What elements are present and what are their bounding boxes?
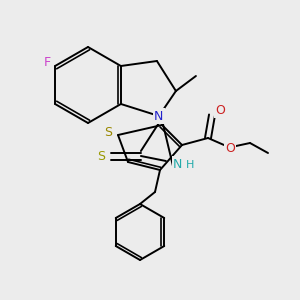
Text: H: H [186,160,194,170]
Text: S: S [97,149,105,163]
Text: O: O [225,142,235,154]
Text: N: N [154,110,164,122]
Text: S: S [104,127,112,140]
Text: N: N [173,158,183,170]
Text: O: O [215,103,225,116]
Text: F: F [44,56,51,70]
